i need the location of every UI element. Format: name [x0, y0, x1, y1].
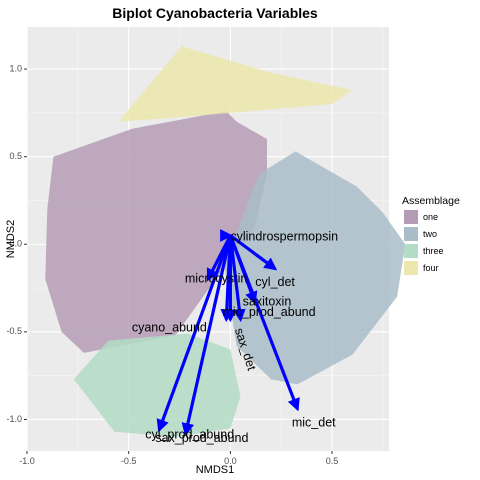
label-saxitoxin: saxitoxin — [243, 294, 292, 308]
y-axis-ticks: -1.0 -0.5 0.0 0.5 1.0 — [6, 63, 27, 424]
legend-swatch-two — [404, 227, 418, 241]
arrow-cyl-prod-abund — [156, 234, 232, 433]
x-axis-title: NMDS1 — [196, 464, 235, 476]
legend-swatch-one — [404, 210, 418, 224]
x-tick-label: 0.5 — [326, 456, 339, 466]
y-tick-label: -0.5 — [6, 326, 22, 336]
hull-one — [45, 111, 267, 353]
label-cyl-prod-abund: cyl_prod_abund — [145, 428, 234, 442]
arrow-mic-det — [228, 234, 300, 412]
legend: Assemblage one two three four — [402, 195, 460, 275]
legend-swatch-three — [404, 244, 418, 258]
label-mic-det: mic_det — [292, 415, 336, 429]
label-cylindrospermopsin: cylindrospermopsin — [230, 230, 338, 244]
legend-label-four: four — [423, 263, 439, 273]
y-tick-label: 0.0 — [9, 239, 22, 249]
x-tick-label: 0.0 — [224, 456, 237, 466]
x-axis-ticks: -1.0 -0.5 0.0 0.5 — [19, 451, 338, 466]
y-tick-label: 0.5 — [9, 151, 22, 161]
x-tick-label: -1.0 — [19, 456, 35, 466]
hull-three — [73, 333, 241, 437]
legend-title: Assemblage — [402, 195, 460, 207]
label-mic-prod-abund: mic_prod_abund — [222, 305, 315, 319]
x-tick-label: -0.5 — [121, 456, 137, 466]
label-sax-prod-abund: sax_prod_abund — [155, 431, 248, 445]
hull-two — [224, 151, 406, 385]
legend-label-one: one — [423, 212, 438, 222]
legend-label-two: two — [423, 229, 437, 239]
label-cyano-abund: cyano_abund — [132, 321, 207, 335]
y-tick-label: -1.0 — [6, 414, 22, 424]
chart-title: Biplot Cyanobacteria Variables — [112, 5, 318, 21]
legend-label-three: three — [423, 246, 444, 256]
hull-four — [118, 46, 353, 122]
legend-swatch-four — [404, 261, 418, 275]
variable-labels: cylindrospermopsin cyl_det microcystin saxi… — [132, 230, 338, 445]
label-cyl-det: cyl_det — [255, 275, 295, 289]
arrow-cyl-det — [229, 234, 278, 271]
assemblage-hulls — [45, 46, 406, 437]
arrow-sax-prod-abund — [181, 235, 232, 436]
label-microcystin: microcystin — [185, 272, 248, 286]
y-axis-title: NMDS2 — [5, 220, 17, 259]
arrow-mic-prod-abund — [228, 235, 246, 323]
y-tick-label: 1.0 — [9, 63, 22, 73]
variable-arrows — [156, 234, 300, 436]
